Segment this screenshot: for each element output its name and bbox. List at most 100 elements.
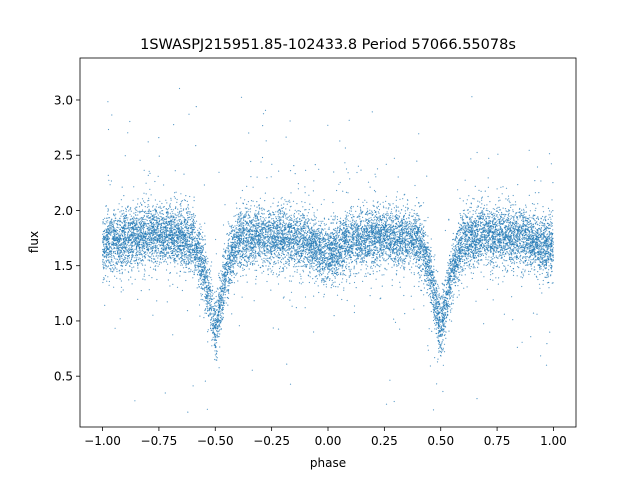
data-point (370, 217, 372, 219)
data-point (280, 204, 282, 206)
data-point (409, 212, 411, 214)
data-point (197, 271, 199, 273)
data-point (272, 214, 274, 216)
data-point (548, 256, 550, 258)
data-point (146, 233, 148, 235)
data-point (295, 249, 297, 251)
data-point (489, 262, 491, 264)
data-point (547, 276, 549, 278)
data-point (517, 211, 519, 213)
data-point (487, 186, 489, 188)
data-point (432, 319, 435, 322)
data-point (118, 221, 120, 223)
data-point (469, 263, 471, 265)
data-point (516, 224, 518, 226)
data-point (183, 217, 185, 219)
data-point (207, 257, 209, 259)
data-point (428, 258, 430, 260)
data-point (119, 259, 121, 261)
data-point (345, 268, 347, 270)
data-point (107, 265, 110, 267)
data-point (146, 219, 148, 222)
data-point (350, 273, 352, 275)
data-point (438, 287, 440, 289)
data-point (456, 243, 458, 246)
data-point (278, 170, 280, 172)
data-point (370, 287, 372, 289)
data-point (127, 231, 129, 233)
data-point (441, 302, 443, 304)
data-point (347, 236, 349, 238)
data-point (141, 209, 144, 211)
data-point (229, 232, 231, 235)
data-point (386, 246, 388, 248)
data-point (354, 251, 357, 253)
data-point (547, 218, 549, 220)
data-point (327, 124, 329, 126)
data-point (181, 289, 183, 292)
data-point (247, 247, 249, 249)
data-point (399, 212, 401, 214)
data-point (134, 257, 136, 259)
data-point (240, 275, 242, 277)
data-point (519, 258, 522, 260)
data-point (319, 254, 321, 256)
data-point (218, 295, 220, 297)
data-point (167, 263, 169, 265)
data-point (263, 257, 265, 259)
data-point (418, 274, 420, 276)
data-point (387, 263, 389, 265)
data-point (291, 305, 293, 307)
data-point (375, 176, 377, 178)
data-point (421, 237, 423, 240)
data-point (384, 252, 386, 254)
data-point (499, 209, 502, 211)
data-point (433, 268, 435, 270)
data-point (231, 275, 233, 277)
data-point (331, 257, 333, 259)
data-point (326, 248, 328, 250)
data-point (168, 208, 170, 210)
data-point (110, 224, 112, 226)
data-point (181, 264, 183, 266)
data-point (504, 246, 506, 248)
data-point (503, 313, 505, 315)
data-point (305, 253, 307, 255)
data-point (481, 197, 483, 199)
data-point (510, 240, 513, 242)
data-point (473, 234, 475, 236)
data-point (193, 272, 195, 274)
data-point (232, 265, 234, 267)
data-point (245, 274, 247, 276)
data-point (165, 218, 167, 220)
data-point (393, 260, 395, 262)
data-point (199, 283, 202, 286)
data-point (140, 220, 142, 223)
data-point (339, 260, 341, 262)
data-point (248, 249, 250, 251)
data-point (371, 267, 373, 269)
data-point (114, 253, 117, 255)
data-point (457, 276, 459, 278)
data-point (164, 258, 166, 260)
data-point (510, 217, 512, 219)
data-point (109, 227, 111, 229)
data-point (208, 315, 210, 317)
data-point (551, 235, 553, 237)
data-point (268, 265, 270, 267)
data-point (304, 256, 306, 258)
data-point (516, 252, 518, 254)
data-point (181, 200, 183, 202)
data-point (250, 255, 252, 257)
data-point (513, 236, 515, 239)
data-point (328, 255, 330, 257)
data-point (142, 234, 144, 236)
data-point (396, 206, 398, 208)
data-point (297, 183, 299, 185)
data-point (433, 265, 435, 267)
data-point (104, 229, 106, 231)
data-point (165, 232, 167, 234)
data-point (416, 220, 418, 223)
data-point (422, 239, 424, 241)
